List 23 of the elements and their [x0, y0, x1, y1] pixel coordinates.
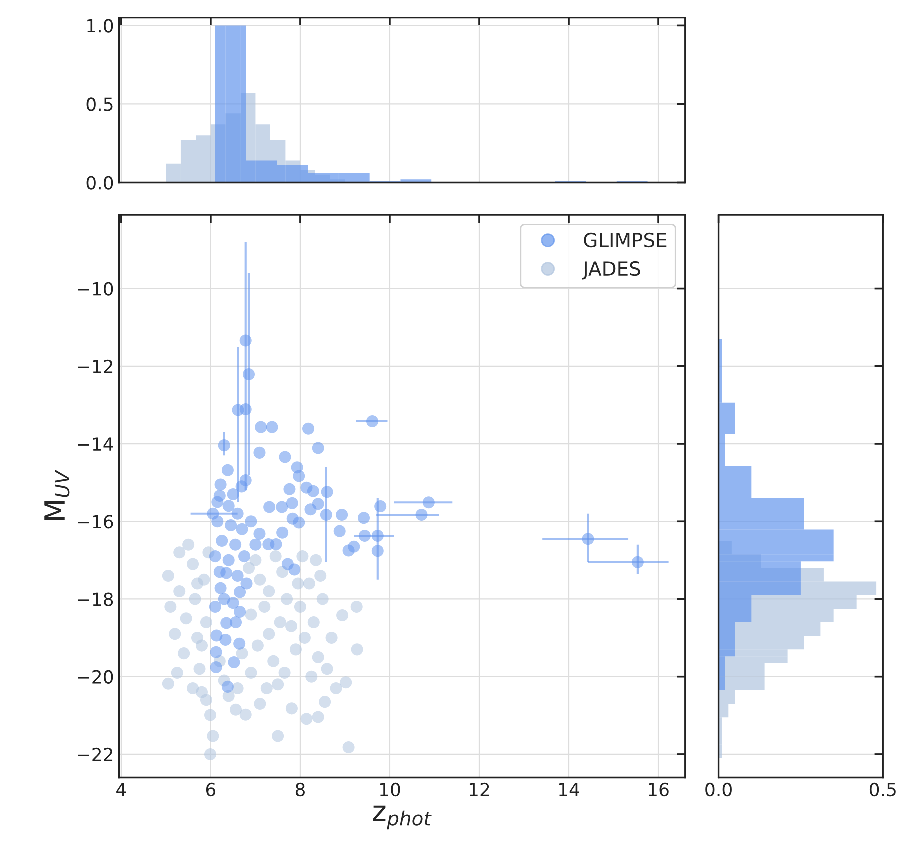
y-tick-label: −18 [78, 592, 114, 606]
y-tick-label: −12 [78, 360, 113, 374]
y-tick-label: −16 [78, 515, 114, 529]
y-tick-label: 0.5 [86, 98, 113, 112]
y-tick-label: 1.0 [88, 19, 114, 33]
y-axis-title: M$_{UV}$ [44, 470, 70, 520]
x-axis-title: z$_{phot}$ [373, 806, 432, 830]
x-tick-label: 16 [649, 782, 669, 797]
legend-label: JADES [582, 261, 640, 280]
x-tick-label: 8 [296, 782, 305, 797]
y-tick-label: −10 [78, 282, 114, 296]
legend-label: GLIMPSE [584, 232, 667, 248]
y-tick-label: 0.0 [86, 176, 114, 190]
y-tick-label: −14 [78, 438, 114, 451]
x-tick-label: 12 [470, 782, 490, 796]
y-tick-label: −22 [78, 748, 113, 762]
x-tick-label: 0.0 [706, 782, 732, 797]
x-tick-label: 14 [560, 783, 580, 796]
x-tick-label: 0.5 [870, 782, 896, 797]
x-tick-label: 4 [116, 783, 126, 796]
x-tick-label: 6 [206, 782, 216, 797]
y-tick-label: −20 [78, 670, 114, 684]
x-tick-label: 10 [380, 782, 400, 797]
